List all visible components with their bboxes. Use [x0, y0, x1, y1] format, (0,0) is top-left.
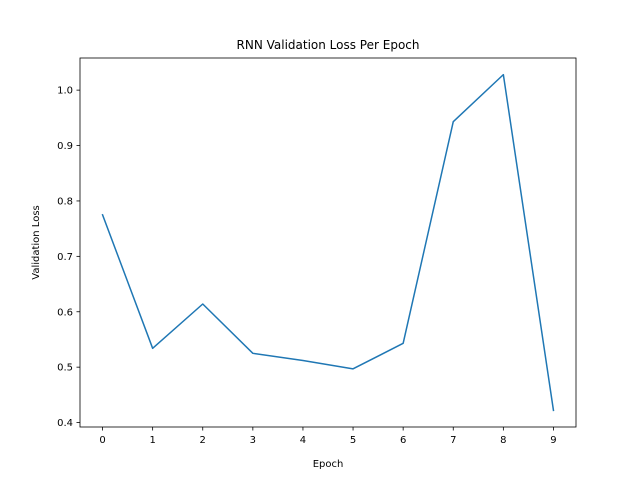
x-tick-label: 4 [300, 435, 306, 446]
series-layer [101, 73, 555, 412]
x-tick-label: 8 [500, 435, 506, 446]
x-tick-label: 2 [200, 435, 206, 446]
y-tick-label: 0.5 [57, 363, 73, 374]
y-axis-label: Validation Loss [31, 205, 42, 280]
y-tick-label: 1.0 [57, 86, 73, 97]
chart-title: RNN Validation Loss Per Epoch [237, 38, 420, 52]
x-tick-label: 5 [350, 435, 356, 446]
y-tick-label: 0.4 [57, 418, 73, 429]
x-tick-label: 6 [400, 435, 406, 446]
y-tick-label: 0.6 [57, 307, 73, 318]
x-tick-label: 3 [250, 435, 256, 446]
x-tick-label: 0 [99, 435, 105, 446]
y-axis-ticks: 0.4 0.5 0.6 0.7 0.8 0.9 1.0 [57, 86, 80, 429]
x-axis-ticks: 0 1 2 3 4 5 6 7 8 9 [99, 427, 557, 446]
x-tick-label: 1 [149, 435, 155, 446]
y-tick-label: 0.8 [57, 196, 73, 207]
y-tick-label: 0.7 [57, 252, 73, 263]
x-tick-label: 9 [550, 435, 556, 446]
y-tick-label: 0.9 [57, 141, 73, 152]
x-tick-label: 7 [450, 435, 456, 446]
plot-area-frame [79, 57, 577, 428]
validation-loss-line [101, 73, 555, 412]
x-axis-label: Epoch [313, 459, 344, 470]
